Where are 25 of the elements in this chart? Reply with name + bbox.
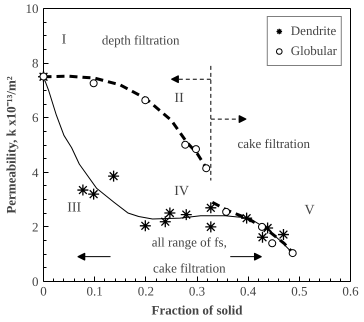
y-tick-label: 0 xyxy=(32,274,38,289)
annotation: III xyxy=(67,200,82,216)
y-tick-label: 4 xyxy=(32,164,39,180)
annotation: depth filtration xyxy=(102,32,180,48)
x-tick-label: 0.1 xyxy=(86,284,103,298)
annotation: all range of fs, xyxy=(152,234,227,250)
x-tick-label: 0.2 xyxy=(138,284,154,298)
legend-label: Dendrite xyxy=(290,23,336,39)
x-tick-label: 0.3 xyxy=(188,284,206,298)
legend-label: Globular xyxy=(290,43,337,59)
x-axis-title: Fraction of solid xyxy=(152,302,244,318)
annotation: cake filtration xyxy=(237,136,311,152)
x-tick-label: 0.4 xyxy=(240,284,257,298)
y-axis-title: Permeability, k x10⁻¹³/m² xyxy=(4,76,18,214)
annotation: IV xyxy=(174,184,190,199)
annotation: V xyxy=(304,203,315,218)
y-tick-label: 2 xyxy=(32,219,38,234)
y-tick-label: 10 xyxy=(26,1,38,16)
y-tick-label: 8 xyxy=(32,56,38,71)
y-tick-label: 6 xyxy=(32,110,39,126)
annotation: cake filtration xyxy=(153,260,226,276)
annotation: I xyxy=(62,32,67,48)
annotation: II xyxy=(174,91,184,106)
x-tick-label: 0.6 xyxy=(342,284,360,298)
x-tick-label: 0.5 xyxy=(291,284,308,298)
